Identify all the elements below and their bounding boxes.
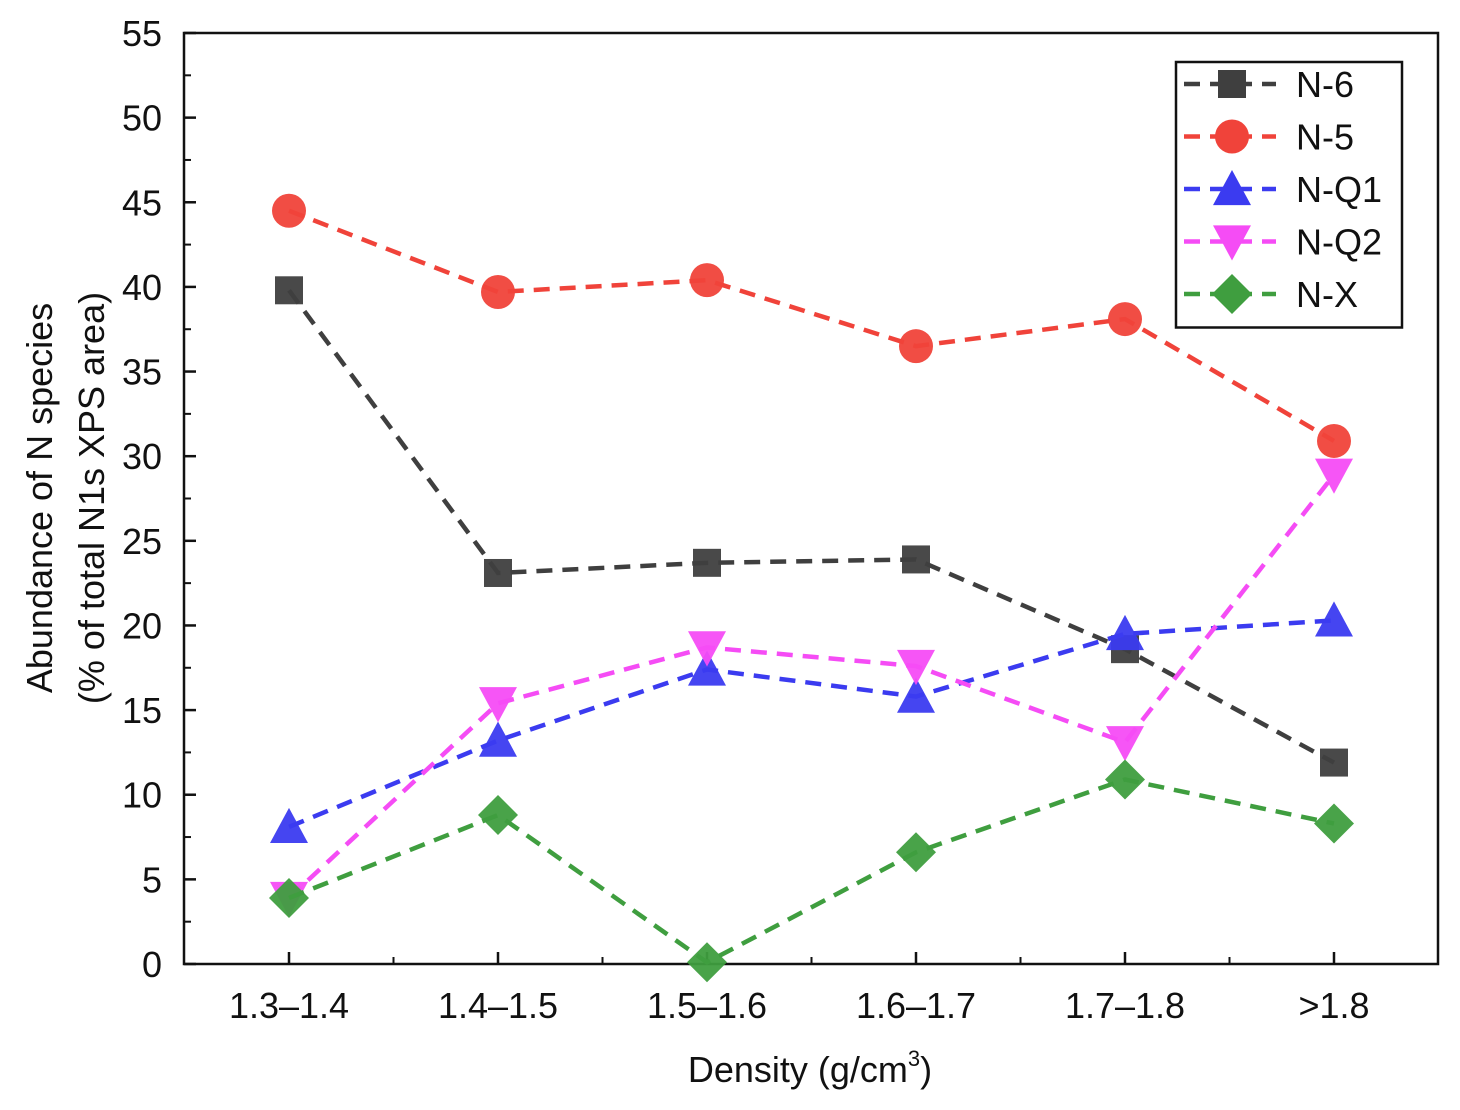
legend-label-n-5: N-5 bbox=[1296, 117, 1354, 158]
data-point-n-6 bbox=[902, 545, 930, 574]
legend-label-n-x: N-X bbox=[1296, 274, 1358, 315]
data-point-n-q1 bbox=[688, 650, 726, 686]
data-point-n-x bbox=[478, 795, 518, 836]
legend-box bbox=[1174, 60, 1404, 329]
x-axis-title-end: ) bbox=[920, 1049, 932, 1090]
series-n-x bbox=[269, 759, 1354, 983]
series-n-q1 bbox=[270, 601, 1353, 844]
legend-marker-n-q2 bbox=[1213, 225, 1251, 261]
data-point-n-5 bbox=[1108, 302, 1142, 337]
data-point-n-5 bbox=[899, 329, 933, 364]
y-tick-label: 5 bbox=[142, 859, 162, 900]
y-axis-title-line2: (% of total N1s XPS area) bbox=[71, 292, 112, 704]
legend-marker-n-q1 bbox=[1213, 170, 1251, 206]
y-tick-label: 50 bbox=[122, 98, 162, 139]
data-point-n-q1 bbox=[479, 721, 517, 757]
x-axis-title-main: Density (g/cm bbox=[688, 1049, 908, 1090]
x-tick-label: 1.4–1.5 bbox=[438, 985, 558, 1026]
legend: N-6 N-5 N-Q1 N-Q2 N-X bbox=[1174, 60, 1404, 329]
data-point-n-x bbox=[1314, 803, 1354, 844]
x-tick-label: 1.7–1.8 bbox=[1065, 985, 1185, 1026]
y-tick-label: 30 bbox=[122, 436, 162, 477]
y-tick-label: 35 bbox=[122, 352, 162, 393]
y-tick-label: 15 bbox=[122, 690, 162, 731]
data-point-n-q2 bbox=[1106, 726, 1144, 762]
x-axis-title-superscript: 3 bbox=[908, 1046, 920, 1071]
data-point-n-q1 bbox=[1106, 614, 1144, 651]
data-point-n-6 bbox=[1320, 748, 1348, 777]
y-tick-label: 45 bbox=[122, 182, 162, 223]
series-n-6 bbox=[275, 276, 1348, 777]
svg-text:Density (g/cm3): Density (g/cm3) bbox=[688, 1046, 932, 1090]
y-axis: 0 5 10 15 20 25 30 35 40 45 50 55 bbox=[122, 13, 196, 985]
y-tick-label: 10 bbox=[122, 775, 162, 816]
data-point-n-x bbox=[896, 832, 936, 873]
legend-marker-n-6 bbox=[1218, 70, 1246, 98]
series-line-n-x bbox=[288, 777, 1335, 965]
legend-label-n-q1: N-Q1 bbox=[1296, 169, 1382, 210]
y-tick-label: 55 bbox=[122, 13, 162, 54]
x-axis: 1.3–1.4 1.4–1.5 1.5–1.6 1.6–1.7 1.7–1.8 >1.8 bbox=[229, 952, 1370, 1026]
data-point-n-q1 bbox=[1315, 601, 1353, 637]
legend-label-n-6: N-6 bbox=[1296, 64, 1354, 105]
y-tick-label: 0 bbox=[142, 944, 162, 985]
data-point-n-x bbox=[1105, 759, 1145, 800]
data-point-n-5 bbox=[272, 193, 306, 228]
data-point-n-5 bbox=[481, 274, 515, 309]
y-tick-label: 20 bbox=[122, 605, 162, 646]
data-point-n-6 bbox=[693, 548, 721, 577]
series-n-q2 bbox=[270, 458, 1353, 917]
data-point-n-q2 bbox=[688, 631, 726, 667]
data-point-n-q1 bbox=[270, 807, 308, 844]
x-tick-label: 1.6–1.7 bbox=[856, 985, 976, 1026]
x-tick-label: >1.8 bbox=[1298, 985, 1369, 1026]
data-point-n-5 bbox=[690, 263, 724, 298]
data-point-n-5 bbox=[1317, 423, 1351, 458]
series-n-5 bbox=[272, 193, 1351, 458]
data-point-n-6 bbox=[275, 276, 303, 305]
series-line-n-5 bbox=[288, 208, 1336, 443]
x-tick-label: 1.3–1.4 bbox=[229, 985, 349, 1026]
plot-area: 0 5 10 15 20 25 30 35 40 45 50 55 1.3–1.4 1.4–1.5 1.5–… bbox=[122, 13, 1440, 1026]
data-point-n-q2 bbox=[1315, 458, 1353, 494]
data-point-n-6 bbox=[484, 558, 512, 587]
x-tick-label: 1.5–1.6 bbox=[647, 985, 767, 1026]
series-line-n-6 bbox=[287, 288, 1336, 765]
y-axis-title-line1: Abundance of N species bbox=[19, 303, 60, 693]
data-point-n-q2 bbox=[897, 649, 935, 686]
data-point-n-x bbox=[269, 877, 309, 918]
data-point-n-q1 bbox=[897, 677, 935, 713]
y-tick-label: 40 bbox=[122, 267, 162, 308]
y-tick-label: 25 bbox=[122, 521, 162, 562]
legend-marker-n-x bbox=[1212, 274, 1252, 314]
y-axis-title: Abundance of N species (% of total N1s X… bbox=[19, 292, 112, 704]
series-line-n-q1 bbox=[288, 618, 1335, 829]
series-line-n-q2 bbox=[287, 473, 1336, 900]
data-point-n-q2 bbox=[479, 687, 517, 723]
legend-marker-n-5 bbox=[1215, 119, 1249, 154]
legend-label-n-q2: N-Q2 bbox=[1296, 222, 1382, 263]
x-axis-title: Density (g/cm3) bbox=[688, 1046, 932, 1090]
data-point-n-x bbox=[687, 942, 727, 983]
